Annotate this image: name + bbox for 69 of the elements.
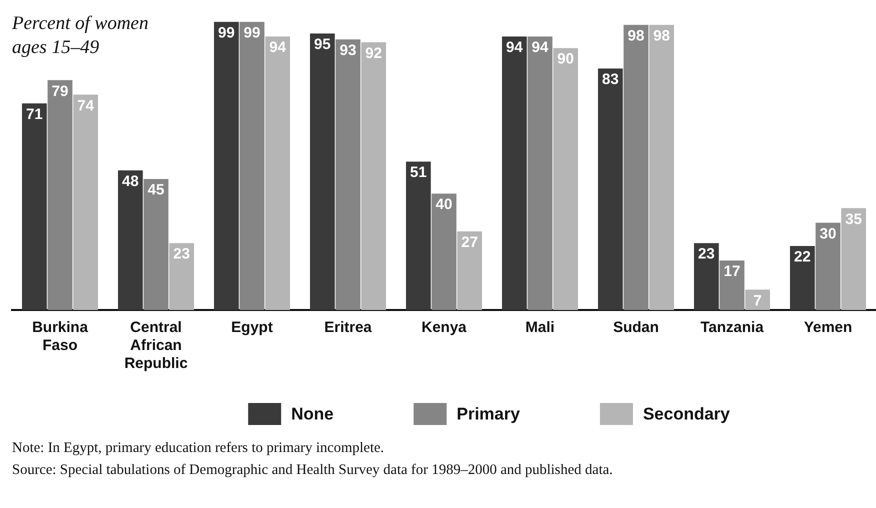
data-label: 94 xyxy=(269,39,287,56)
x-tick-label: Central African Republic xyxy=(124,319,188,372)
bar xyxy=(336,39,360,310)
data-label: 74 xyxy=(77,97,95,114)
bar xyxy=(745,290,770,310)
bar xyxy=(22,103,47,310)
x-tick-label: Kenya xyxy=(421,319,468,336)
bar xyxy=(502,36,527,310)
data-label: 83 xyxy=(602,71,619,88)
data-label: 23 xyxy=(173,246,190,263)
data-label: 35 xyxy=(845,210,862,228)
bar xyxy=(361,42,386,310)
bar xyxy=(816,222,840,310)
data-label: 99 xyxy=(218,24,235,42)
x-tick-label: Sudan xyxy=(613,319,659,336)
x-tick-label: Egypt xyxy=(231,319,273,336)
data-label: 90 xyxy=(557,50,574,68)
bar xyxy=(310,34,335,310)
data-label: 40 xyxy=(436,196,452,214)
data-label: 48 xyxy=(122,172,139,190)
bar xyxy=(265,36,290,310)
bar xyxy=(598,68,623,310)
data-label: 79 xyxy=(52,82,68,100)
data-label: 7 xyxy=(753,292,762,310)
bar xyxy=(841,208,866,310)
legend-label: Secondary xyxy=(642,404,730,424)
bar xyxy=(214,22,239,310)
bar xyxy=(118,170,143,310)
data-label: 99 xyxy=(244,24,260,42)
bar xyxy=(169,243,194,310)
data-label: 51 xyxy=(410,164,427,182)
data-label: 23 xyxy=(698,246,715,263)
legend-label: None xyxy=(291,404,334,424)
data-label: 30 xyxy=(820,225,836,242)
bar xyxy=(528,36,552,310)
bar xyxy=(432,194,456,310)
data-label: 45 xyxy=(148,182,164,199)
bar xyxy=(73,94,98,310)
x-tick-label: Yemen xyxy=(804,319,852,336)
bar xyxy=(720,260,744,310)
data-label: 71 xyxy=(26,106,43,124)
bar xyxy=(406,162,431,310)
x-tick-label: Mali xyxy=(525,319,555,336)
data-label: 22 xyxy=(794,248,811,266)
bar xyxy=(457,231,482,310)
x-tick-label: Tanzania xyxy=(700,319,764,336)
bar xyxy=(240,22,264,310)
data-label: 98 xyxy=(628,27,644,44)
text: Note: In Egypt, primary education refers to primary incomplete. xyxy=(12,439,384,457)
y-axis-title: Percent of women ages 15–49 xyxy=(12,12,150,60)
data-label: 98 xyxy=(653,27,670,44)
bar xyxy=(649,24,674,310)
legend-label: Primary xyxy=(456,404,520,424)
bar xyxy=(790,246,815,310)
data-label: 27 xyxy=(461,234,478,252)
x-tick-label: Burkina Faso xyxy=(32,319,89,354)
data-label: 94 xyxy=(506,39,524,56)
bar xyxy=(144,179,168,310)
data-label: 17 xyxy=(724,263,740,280)
bar xyxy=(624,24,648,310)
data-label: 94 xyxy=(532,39,549,56)
source-note: Source: Special tabulations of Demographic and Health Survey data for 1989–2000 and published data. xyxy=(12,461,613,479)
bar xyxy=(553,48,578,310)
data-label: 93 xyxy=(340,42,356,60)
x-tick-label: Eritrea xyxy=(324,319,372,336)
data-label: 92 xyxy=(365,44,382,62)
data-label: 95 xyxy=(314,36,331,54)
bar xyxy=(694,243,719,310)
bar xyxy=(48,80,72,310)
